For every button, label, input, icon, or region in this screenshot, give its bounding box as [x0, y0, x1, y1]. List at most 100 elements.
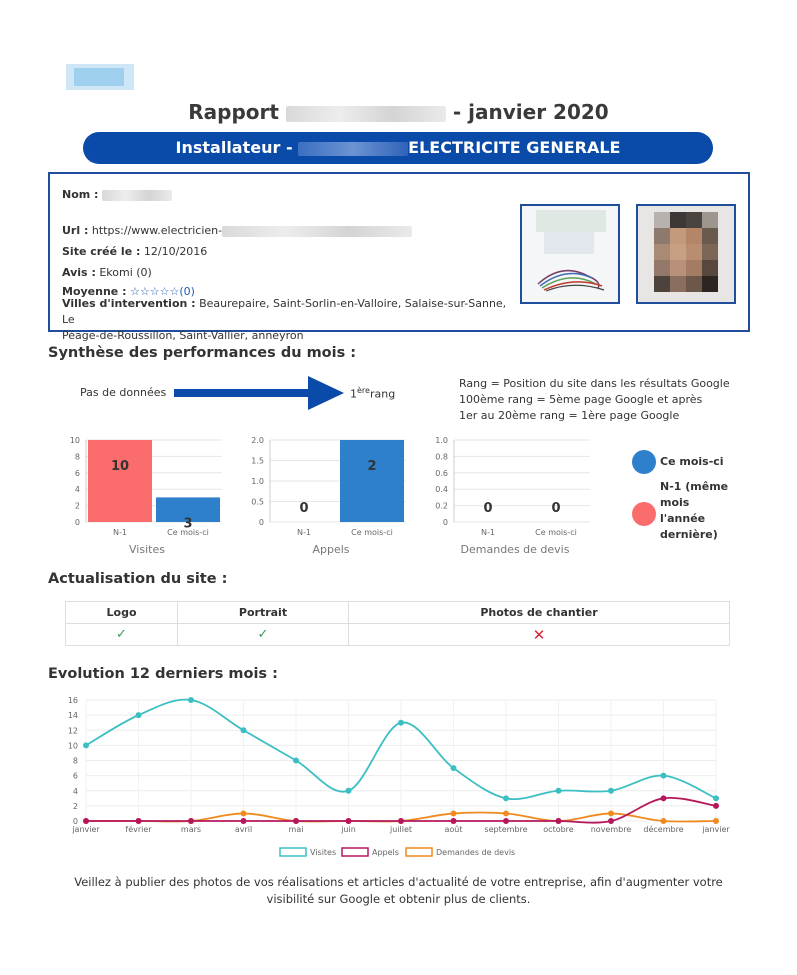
line-xtick: janvier	[71, 825, 100, 834]
devis-ytick: 1.0	[435, 436, 448, 445]
line-ytick: 10	[68, 741, 78, 750]
nom-row: Nom :	[62, 188, 172, 201]
visites-ytick: 6	[75, 469, 80, 478]
line-xtick: septembre	[484, 825, 527, 834]
actualisation-values-row: ✓ ✓ ✕	[65, 623, 730, 646]
evolution-title: Evolution 12 derniers mois :	[48, 666, 278, 682]
banner-prefix: Installateur -	[175, 138, 293, 157]
site-value: 12/10/2016	[143, 245, 208, 258]
footer-advice: Veillez à publier des photos de vos réal…	[40, 874, 757, 908]
series-point-1	[83, 818, 89, 824]
line-xtick: juin	[340, 825, 356, 834]
line-legend-swatch	[341, 847, 369, 857]
series-point-0	[293, 757, 299, 764]
portrait-check-icon: ✓	[257, 627, 269, 642]
appels-value-label: 0	[299, 501, 308, 516]
series-point-1	[555, 818, 562, 824]
villes-value-line2: Péage-de-Roussillon, Saint-Vallier, anne…	[62, 329, 304, 342]
appels-ytick: 0	[259, 518, 264, 527]
appels-bar-chart: 0 0.5 1.0 1.5 2.0 0 N-1 2 Ce mois-ci	[251, 436, 406, 537]
redacted-banner-name	[298, 141, 409, 156]
series-point-0	[713, 795, 719, 802]
rank-arrow-icon	[174, 376, 344, 410]
url-row: Url : https://www.electricien-	[62, 224, 413, 237]
nom-label: Nom :	[62, 188, 99, 201]
footer-line1: Veillez à publier des photos de vos réal…	[74, 875, 723, 889]
title-suffix: - janvier 2020	[452, 100, 609, 124]
line-xtick: juillet	[389, 825, 412, 834]
visites-xtick: N-1	[113, 528, 127, 537]
visites-xtick: Ce mois-ci	[167, 528, 209, 537]
series-point-0	[450, 765, 457, 772]
appels-ytick: 1.0	[251, 477, 264, 486]
visites-ytick: 10	[70, 436, 80, 445]
series-point-1	[240, 818, 247, 824]
devis-bar-chart: 0 0.2 0.4 0.6 0.8 1.0 0 N-1 0 Ce mois-ci	[435, 436, 590, 537]
avis-label: Avis :	[62, 266, 96, 279]
rank-note-2: 100ème rang = 5ème page Google et après	[459, 393, 703, 406]
line-legend-swatch	[405, 847, 433, 857]
legend-prev-line3: l'année	[660, 512, 706, 525]
series-point-1	[188, 818, 194, 824]
series-point-1	[660, 795, 667, 802]
series-point-2	[450, 810, 457, 817]
redacted-company-name	[285, 105, 446, 122]
photos-cross-icon: ✕	[532, 625, 546, 644]
line-xtick: décembre	[643, 824, 683, 834]
line-legend-label: Demandes de devis	[436, 848, 515, 857]
rank-number: 1	[350, 387, 357, 401]
devis-ytick: 0	[443, 518, 448, 527]
rank-value: 1èrerang	[350, 386, 395, 401]
appels-chart-label: Appels	[312, 543, 350, 556]
line-ytick: 0	[73, 817, 78, 826]
actualisation-header-row: Logo Portrait Photos de chantier	[65, 601, 730, 624]
line-ytick: 12	[68, 726, 78, 735]
series-point-2	[713, 818, 719, 824]
url-label: Url :	[62, 224, 89, 237]
line-legend-label: Visites	[310, 848, 336, 857]
col-logo: Logo	[65, 601, 178, 624]
visites-value-label: 3	[183, 516, 192, 531]
series-point-1	[503, 818, 509, 824]
series-point-1	[135, 818, 142, 824]
devis-ytick: 0.2	[435, 502, 448, 511]
line-legend-swatch	[279, 847, 307, 857]
synthese-title: Synthèse des performances du mois :	[48, 345, 357, 361]
line-xtick: avril	[235, 825, 252, 834]
appels-xtick: N-1	[297, 528, 311, 537]
visites-ytick: 8	[75, 452, 80, 461]
villes-label: Villes d'intervention :	[62, 297, 196, 310]
series-point-0	[398, 719, 404, 726]
visites-ytick: 0	[75, 518, 80, 527]
legend-current-dot	[632, 450, 656, 474]
series-point-1	[345, 818, 352, 824]
rank-sup: ère	[357, 386, 370, 395]
avis-row: Avis : Ekomi (0)	[62, 266, 152, 279]
actualisation-title: Actualisation du site :	[48, 571, 228, 587]
rating-count: (0)	[179, 285, 195, 298]
appels-bar	[340, 440, 404, 522]
series-point-2	[503, 810, 509, 817]
url-value: https://www.electricien-	[91, 224, 223, 237]
report-title: Rapport - janvier 2020	[0, 100, 797, 124]
devis-xtick: N-1	[481, 528, 495, 537]
line-ytick: 16	[68, 696, 78, 705]
rank-label: rang	[369, 387, 396, 401]
line-xtick: janvier	[701, 825, 730, 834]
series-point-0	[83, 742, 89, 749]
legend-prev-line1: N-1 (même	[660, 480, 729, 493]
series-point-1	[450, 818, 457, 824]
line-xtick: mai	[289, 825, 304, 834]
line-ytick: 4	[73, 787, 78, 796]
rating-stars-icon: ☆☆☆☆☆	[130, 285, 180, 298]
villes-value-line1: Beaurepaire, Saint-Sorlin-en-Valloire, S…	[62, 297, 507, 326]
series-point-0	[345, 787, 352, 794]
visites-bar-chart: 0 2 4 6 8 10 10 N-1 3Ce mois-ci	[70, 436, 222, 537]
line-xtick: novembre	[591, 825, 632, 834]
installer-banner: Installateur - ELECTRICITE GENERALE	[83, 132, 713, 164]
moyenne-label: Moyenne :	[62, 285, 127, 298]
series-point-1	[293, 818, 299, 824]
series-point-0	[135, 712, 142, 719]
line-xtick: février	[125, 824, 152, 834]
legend-current-label: Ce mois-ci	[660, 455, 724, 468]
